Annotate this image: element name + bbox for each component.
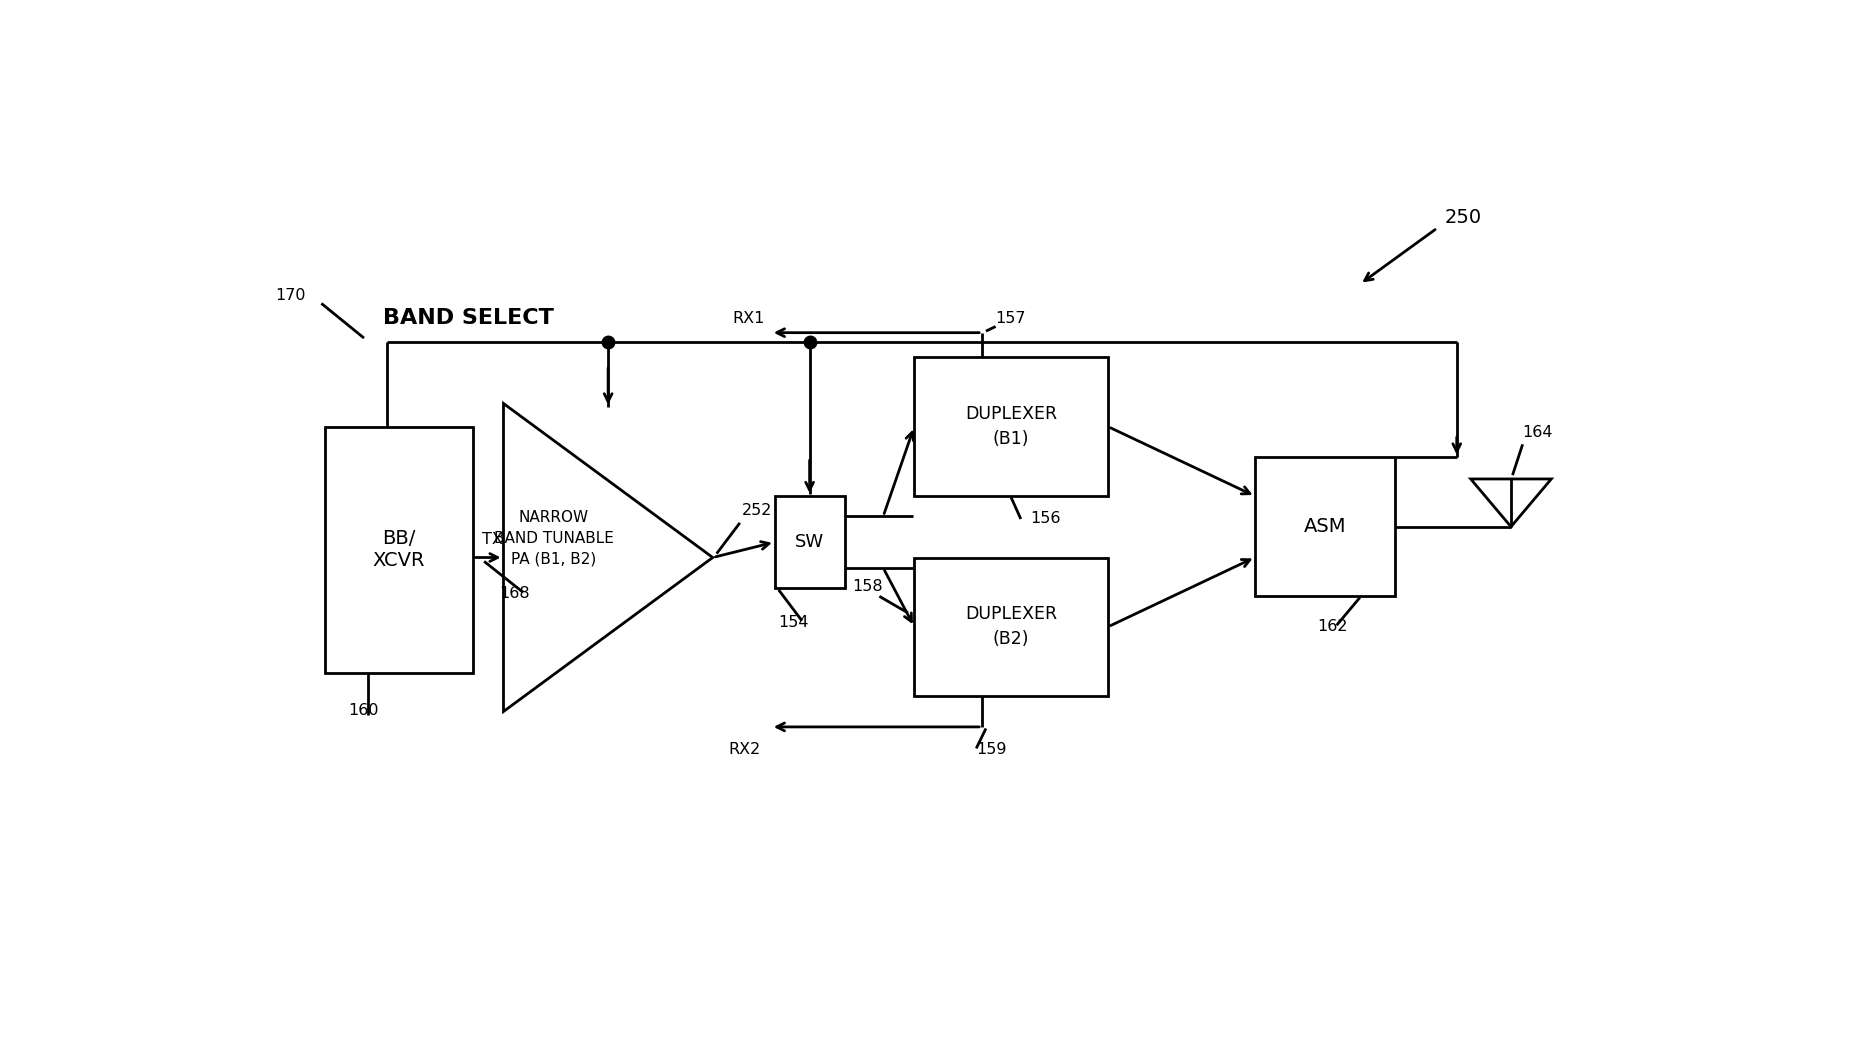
Text: SW: SW (795, 533, 825, 551)
Text: RX2: RX2 (728, 742, 760, 757)
Text: 170: 170 (275, 288, 305, 303)
Bar (914, 357, 1107, 496)
Text: 154: 154 (778, 615, 808, 630)
Bar (774, 496, 845, 589)
Bar (1255, 457, 1395, 596)
Text: BB/
XCVR: BB/ XCVR (373, 530, 425, 571)
Text: 168: 168 (500, 586, 529, 600)
Text: BAND SELECT: BAND SELECT (383, 308, 553, 328)
Text: 162: 162 (1317, 618, 1346, 633)
Text: DUPLEXER
(B1): DUPLEXER (B1) (964, 406, 1057, 448)
Text: 156: 156 (1031, 510, 1060, 526)
Bar (325, 427, 472, 674)
Text: NARROW
BAND TUNABLE
PA (B1, B2): NARROW BAND TUNABLE PA (B1, B2) (494, 509, 613, 567)
Text: TX: TX (481, 532, 503, 546)
Text: 252: 252 (741, 503, 773, 518)
Text: RX1: RX1 (732, 311, 763, 326)
Text: ASM: ASM (1304, 517, 1346, 536)
Bar (914, 557, 1107, 696)
Text: DUPLEXER
(B2): DUPLEXER (B2) (964, 606, 1057, 648)
Text: 158: 158 (852, 579, 882, 594)
Text: 160: 160 (349, 703, 379, 718)
Text: 250: 250 (1445, 208, 1482, 227)
Text: 164: 164 (1521, 425, 1552, 439)
Text: 159: 159 (975, 742, 1006, 757)
Text: 157: 157 (995, 311, 1025, 326)
